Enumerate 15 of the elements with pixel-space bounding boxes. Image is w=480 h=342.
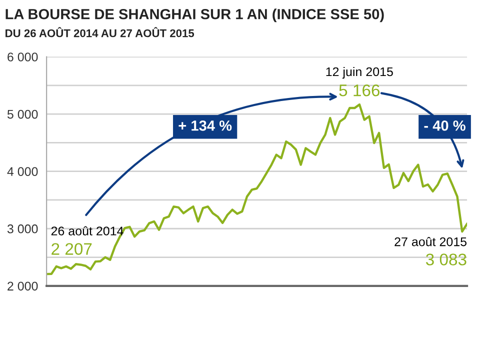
annotation: 3 083 [426, 254, 466, 266]
chart-title: LA BOURSE DE SHANGHAI SUR 1 AN (INDICE SSE 50) [6, 8, 384, 22]
annotation: 2 207 [52, 243, 92, 255]
annotation: 12 juin 2015 [326, 66, 393, 79]
y-tick-label: 3 000 [7, 224, 38, 234]
chart-subtitle: DU 26 AOÛT 2014 AU 27 AOÛT 2015 [6, 27, 194, 38]
annotation: 27 août 2015 [394, 236, 467, 246]
line-series [46, 103, 468, 276]
annotation: 5 166 [339, 84, 380, 96]
annotation: - 40 % [424, 120, 466, 131]
y-tick-label: 6 000 [8, 52, 38, 62]
y-tick-label: 2 000 [8, 282, 38, 291]
annotation: + 134 % [178, 120, 232, 131]
y-tick-label: 5 000 [7, 110, 38, 119]
y-tick-label: 4 000 [7, 167, 38, 176]
